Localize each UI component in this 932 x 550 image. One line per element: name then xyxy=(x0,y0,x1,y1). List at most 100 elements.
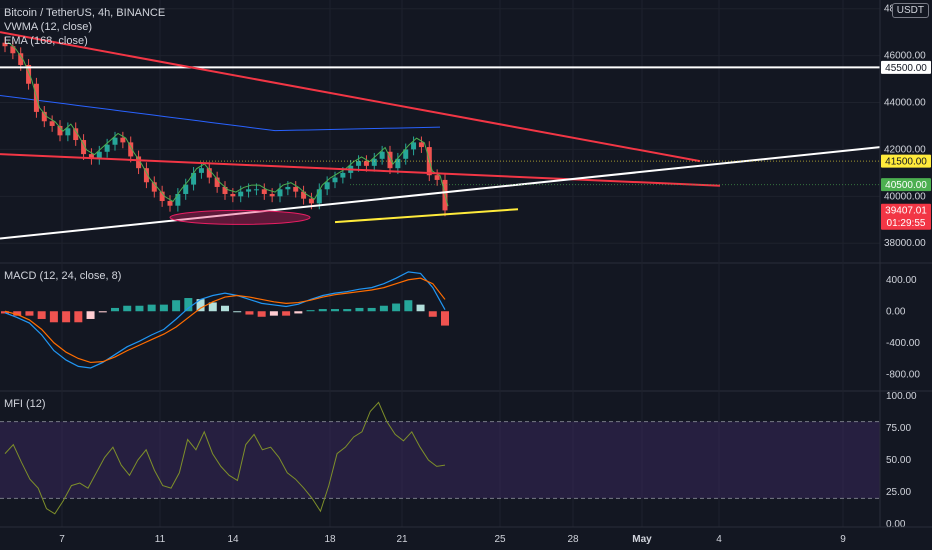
candle-body xyxy=(222,186,228,194)
ema-line xyxy=(0,94,441,132)
candle-body xyxy=(88,154,94,159)
macd-histogram-bar xyxy=(245,311,254,315)
candle-body xyxy=(418,142,424,148)
x-tick-label: 7 xyxy=(59,534,65,545)
macd-histogram-bar xyxy=(74,311,83,323)
macd-histogram-bar xyxy=(123,305,132,312)
candle-body xyxy=(198,168,204,173)
candle-body xyxy=(96,151,102,159)
currency-button[interactable]: USDT xyxy=(891,3,929,18)
mfi-y-tick-label: 25.00 xyxy=(886,487,911,498)
macd-histogram-bar xyxy=(49,311,58,323)
mfi-legend[interactable]: MFI (12) xyxy=(4,398,46,410)
macd-histogram-bar xyxy=(147,304,156,312)
candle-body xyxy=(143,168,149,183)
macd-histogram-bar xyxy=(367,307,376,312)
macd-histogram-bar xyxy=(37,311,46,319)
candle-body xyxy=(175,193,181,206)
x-tick-label: 14 xyxy=(227,534,239,545)
mfi-y-tick-label: 75.00 xyxy=(886,423,911,434)
price-label-bg xyxy=(881,178,931,192)
macd-histogram-bar xyxy=(159,304,168,312)
candle-body xyxy=(434,175,440,180)
mfi-y-tick-label: 0.00 xyxy=(886,519,906,530)
price-y-tick-label: 42000.00 xyxy=(884,144,926,155)
vwma-legend[interactable]: VWMA (12, close) xyxy=(4,21,93,33)
macd-histogram-bar xyxy=(184,298,193,312)
candle-body xyxy=(65,128,71,136)
price-label-bg xyxy=(881,60,931,74)
x-tick-label: 18 xyxy=(324,534,336,545)
candle-body xyxy=(191,172,197,185)
candle-body xyxy=(285,186,291,190)
yellow-support-line xyxy=(334,208,519,224)
macd-histogram-bar xyxy=(318,309,327,312)
candle-body xyxy=(356,161,362,166)
price-label: 45500.00 xyxy=(885,63,927,74)
macd-histogram-bar xyxy=(428,311,437,317)
macd-histogram-bar xyxy=(269,311,278,316)
ema-legend[interactable]: EMA (168, close) xyxy=(4,35,88,47)
candle-body xyxy=(128,142,134,157)
x-tick-label: May xyxy=(632,534,652,545)
macd-histogram-bar xyxy=(294,311,303,314)
macd-histogram-bar xyxy=(355,307,364,312)
candle-body xyxy=(253,189,259,191)
candle-body xyxy=(308,198,314,204)
macd-histogram-bar xyxy=(1,311,9,314)
price-label: 41500.00 xyxy=(885,157,927,168)
white-ascending-trendline xyxy=(0,146,881,240)
x-tick-label: 11 xyxy=(155,534,166,545)
macd-legend[interactable]: MACD (12, 24, close, 8) xyxy=(4,270,122,282)
symbol-title[interactable]: Bitcoin / TetherUS, 4h, BINANCE xyxy=(4,7,166,19)
macd-histogram-bar xyxy=(392,303,401,312)
candle-body xyxy=(214,177,220,187)
candle-body xyxy=(120,137,126,143)
price-label: 39407.01 xyxy=(885,206,927,217)
macd-histogram-bar xyxy=(13,311,22,316)
mfi-line xyxy=(4,401,446,515)
macd-histogram-bar xyxy=(98,311,107,313)
macd-histogram-bar xyxy=(233,311,242,313)
macd-histogram-bar xyxy=(404,300,413,312)
candle-body xyxy=(41,111,47,122)
macd-histogram-bar xyxy=(25,311,34,316)
candle-body xyxy=(371,158,377,166)
x-tick-label: 4 xyxy=(716,534,722,545)
macd-histogram-bar xyxy=(208,302,217,312)
macd-histogram-bar xyxy=(441,311,449,326)
candle-body xyxy=(277,189,283,197)
candle-body xyxy=(269,193,275,197)
vwma-line xyxy=(7,41,449,207)
macd-histogram-bar xyxy=(135,305,144,312)
candle-body xyxy=(246,189,252,192)
candle-body xyxy=(261,189,267,194)
macd-histogram-bar xyxy=(416,304,425,312)
candle-body xyxy=(151,182,157,192)
candle-body xyxy=(136,156,142,169)
macd-y-tick-label: 0.00 xyxy=(886,306,906,317)
x-tick-label: 21 xyxy=(396,534,408,545)
mfi-y-tick-label: 100.00 xyxy=(886,391,917,402)
macd-histogram-bar xyxy=(331,309,339,312)
countdown-label: 01:29:55 xyxy=(887,218,926,229)
red-descending-trendline-upper xyxy=(0,31,701,163)
macd-histogram-bar xyxy=(343,309,352,312)
candle-body xyxy=(301,191,307,199)
price-label: 40500.00 xyxy=(885,180,927,191)
mfi-y-tick-label: 50.00 xyxy=(886,455,911,466)
macd-line xyxy=(4,271,446,369)
candle-body xyxy=(167,201,173,206)
highlight-ellipse xyxy=(169,209,311,225)
candle-body xyxy=(206,168,212,178)
price-label-bg xyxy=(881,154,931,168)
chart-legend: Bitcoin / TetherUS, 4h, BINANCE VWMA (12… xyxy=(4,6,165,48)
macd-histogram-bar xyxy=(282,311,291,316)
price-label-bg xyxy=(881,203,931,230)
candle-body xyxy=(332,177,338,183)
x-tick-label: 28 xyxy=(567,534,579,545)
candle-body xyxy=(49,121,55,126)
red-descending-trendline-lower xyxy=(0,153,721,187)
